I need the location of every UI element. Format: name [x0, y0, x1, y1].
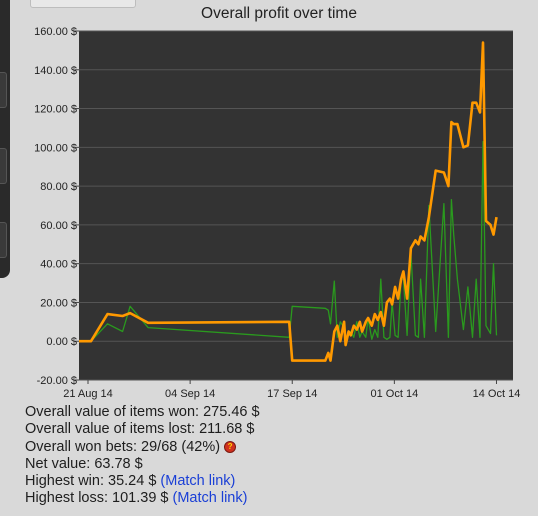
- net-value-stat: Net value: 63.78 $: [25, 455, 143, 472]
- left-sidebar-rail: [0, 0, 10, 278]
- y-tick-label: 20.00 $: [40, 297, 77, 309]
- series-lines: [79, 41, 498, 362]
- y-tick-label: 0.00 $: [46, 336, 77, 348]
- x-tick-label: 17 Sep 14: [267, 388, 317, 400]
- orange-series-line: [79, 41, 498, 362]
- highest-loss-match-link[interactable]: (Match link): [172, 490, 248, 507]
- y-tick-label: 80.00 $: [40, 181, 77, 193]
- items-won-stat: Overall value of items won: 275.46 $: [25, 404, 260, 420]
- highest-win-match-link[interactable]: (Match link): [160, 473, 236, 490]
- items-lost-stat: Overall value of items lost: 211.68 $: [25, 421, 255, 438]
- profit-line-chart: -20.00 $ 0.00 $ 20.00 $ 40.00 $ 60.00 $ 80.00…: [34, 26, 521, 400]
- y-tick-label: 60.00 $: [40, 220, 77, 232]
- won-bets-stat: Overall won bets: 29/68 (42%)?: [25, 439, 260, 456]
- help-icon[interactable]: ?: [224, 440, 237, 453]
- x-tick-label: 01 Oct 14: [371, 388, 419, 400]
- green-series-line: [79, 140, 498, 342]
- y-tick-label: 40.00 $: [40, 259, 77, 271]
- x-tick-label: 21 Aug 14: [63, 388, 113, 400]
- x-axis: 21 Aug 14 04 Sep 14 17 Sep 14 01 Oct 14 14 O…: [63, 380, 521, 400]
- highest-win-stat: Highest win: 35.24 $ (Match link): [25, 473, 260, 490]
- y-tick-label: -20.00 $: [37, 375, 77, 387]
- y-axis: -20.00 $ 0.00 $ 20.00 $ 40.00 $ 60.00 $ 80.00…: [34, 26, 79, 387]
- sidebar-tab[interactable]: [0, 222, 7, 258]
- sidebar-tab[interactable]: [0, 148, 7, 184]
- chart-title: Overall profit over time: [201, 5, 357, 22]
- y-tick-label: 160.00 $: [34, 26, 77, 38]
- y-tick-label: 120.00 $: [34, 104, 77, 116]
- x-tick-label: 04 Sep 14: [165, 388, 215, 400]
- highest-loss-stat: Highest loss: 101.39 $ (Match link): [25, 490, 260, 507]
- highest-loss-text: Highest loss: 101.39 $: [25, 490, 169, 507]
- x-tick-label: 14 Oct 14: [473, 388, 521, 400]
- won-bets-text: Overall won bets: 29/68 (42%): [25, 438, 221, 455]
- stats-panel: Overall value of items won: 275.46 $ Ove…: [25, 404, 260, 508]
- y-tick-label: 100.00 $: [34, 142, 77, 154]
- y-tick-label: 140.00 $: [34, 65, 77, 77]
- grid-lines: [79, 30, 513, 381]
- sidebar-tab[interactable]: [0, 72, 7, 108]
- highest-win-text: Highest win: 35.24 $: [25, 473, 157, 490]
- top-panel: [30, 0, 136, 8]
